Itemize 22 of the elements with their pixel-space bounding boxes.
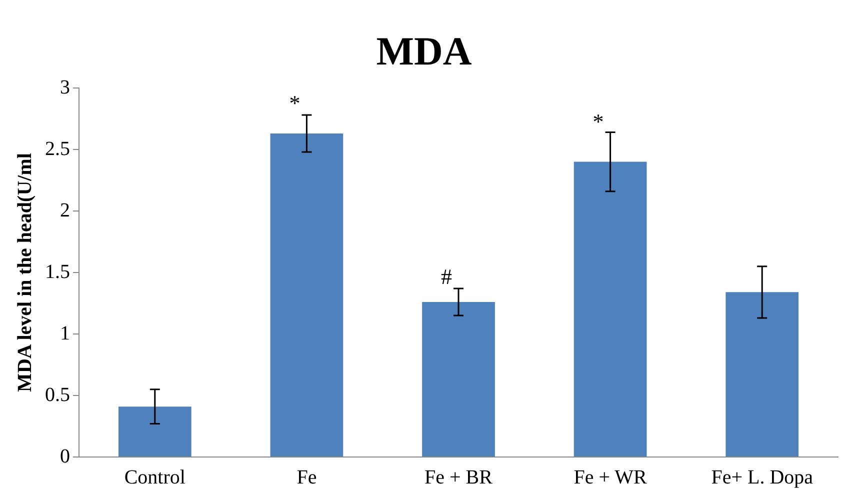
annotation: * [592,109,604,134]
y-tick-label: 1.5 [45,260,70,283]
y-tick-label: 1 [60,322,70,344]
y-axis-title: MDA level in the head(U/ml [14,152,36,392]
x-tick-label: Fe+ L. Dopa [711,466,814,488]
x-tick-label: Fe + WR [574,466,648,488]
y-tick-label: 2 [60,199,70,222]
y-tick-label: 3 [60,76,70,98]
y-tick-label: 0 [60,445,70,468]
y-tick-label: 2.5 [45,138,70,160]
bar [422,302,495,456]
bar [118,406,192,456]
x-tick-label: Fe [296,466,317,488]
bar [726,292,799,456]
x-tick-label: Fe + BR [424,466,494,488]
chart-title: MDA [376,28,472,74]
annotation: * [289,90,300,116]
y-tick-label: 0.5 [45,384,70,406]
bar [574,162,647,456]
x-tick-label: Control [124,466,186,488]
annotation: # [441,264,452,290]
bar [270,134,344,456]
